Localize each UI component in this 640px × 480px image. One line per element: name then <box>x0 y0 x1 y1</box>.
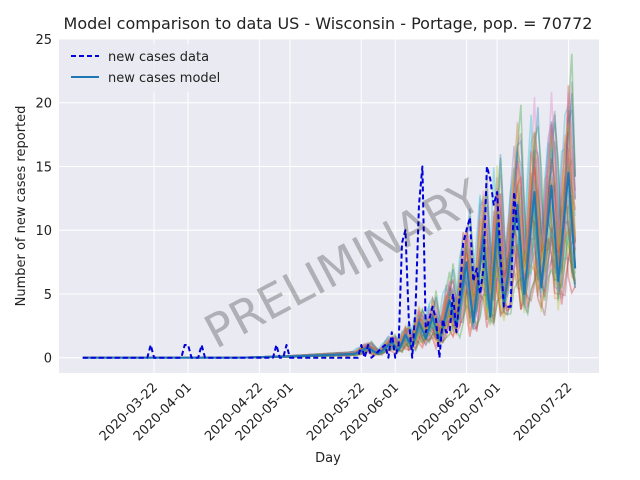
y-tick-label: 25 <box>35 33 52 48</box>
grid-lines <box>59 38 599 373</box>
y-axis-label: Number of new cases reported <box>14 106 29 307</box>
y-tick-label: 5 <box>44 288 52 303</box>
plot-area <box>59 39 599 373</box>
y-tick-label: 15 <box>35 160 52 175</box>
legend-label-data: new cases data <box>108 50 209 65</box>
legend-box <box>63 44 238 92</box>
y-tick-label: 0 <box>44 352 52 367</box>
y-tick-label: 20 <box>35 97 52 112</box>
y-tick-labels: 0 5 10 15 20 25 <box>35 33 52 367</box>
series-line-new-cases-data <box>82 165 519 359</box>
series-lines <box>82 165 577 359</box>
legend-label-model: new cases model <box>108 71 220 86</box>
y-tick-label: 10 <box>35 224 52 239</box>
chart-title: Model comparison to data US - Wisconsin … <box>64 14 593 33</box>
legend: new cases data new cases model <box>63 44 238 92</box>
x-axis-label: Day <box>315 451 341 466</box>
